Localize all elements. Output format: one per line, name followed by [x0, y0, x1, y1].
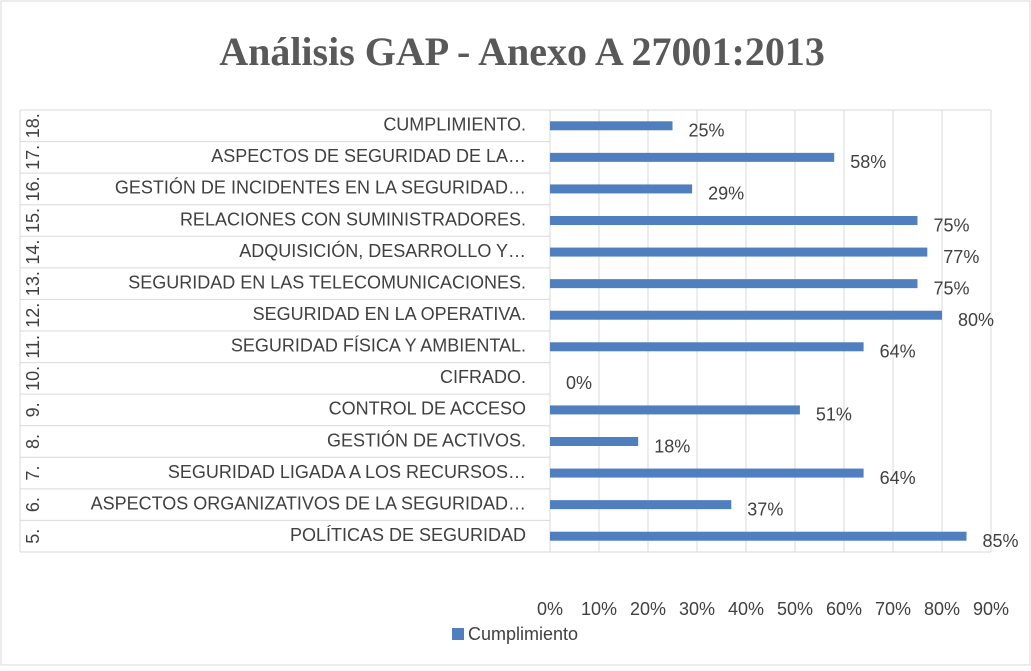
x-tick-label: 30% — [679, 599, 715, 619]
category-group-label: 17. — [23, 145, 43, 170]
data-label: 0% — [566, 373, 592, 393]
x-tick-label: 0% — [537, 599, 563, 619]
y-tick-label: SEGURIDAD FÍSICA Y AMBIENTAL. — [231, 336, 526, 356]
bar — [550, 184, 693, 194]
y-tick-label: POLÍTICAS DE SEGURIDAD — [290, 525, 526, 545]
category-group-label: 9. — [23, 402, 43, 417]
category-group-label: 14. — [23, 240, 43, 265]
x-tick-label: 20% — [630, 599, 666, 619]
bar — [550, 437, 639, 446]
x-tick-label: 80% — [924, 599, 960, 619]
bar — [550, 405, 800, 415]
category-group-label: 7. — [23, 466, 43, 481]
y-tick-label: CONTROL DE ACCESO — [329, 399, 526, 419]
y-tick-label: SEGURIDAD EN LA OPERATIVA. — [253, 304, 526, 324]
bar — [550, 152, 835, 162]
category-group-label: 11. — [23, 335, 43, 359]
data-label: 25% — [689, 121, 725, 141]
x-tick-label: 90% — [973, 599, 1009, 619]
data-label: 18% — [654, 436, 690, 456]
bar — [550, 500, 732, 510]
category-group-label: 12. — [23, 303, 43, 328]
data-label: 29% — [708, 184, 744, 204]
y-tick-label: CUMPLIMIENTO. — [383, 115, 526, 135]
y-tick-label: ASPECTOS DE SEGURIDAD DE LA… — [211, 146, 526, 166]
y-tick-label: GESTIÓN DE INCIDENTES EN LA SEGURIDAD… — [115, 177, 526, 198]
category-group-label: 15. — [23, 208, 43, 233]
x-tick-label: 60% — [826, 599, 862, 619]
data-label: 77% — [943, 247, 979, 267]
category-group-label: 16. — [23, 176, 43, 201]
category-group-label: 8. — [23, 434, 43, 449]
legend-label: Cumplimiento — [468, 624, 578, 644]
chart-title: Análisis GAP - Anexo A 27001:2013 — [219, 29, 825, 74]
bar — [550, 342, 864, 352]
data-label: 51% — [816, 405, 852, 425]
data-label: 64% — [880, 468, 916, 488]
bar — [550, 279, 918, 289]
data-label: 75% — [934, 215, 970, 235]
category-group-label: 10. — [23, 366, 43, 391]
category-group-label: 13. — [23, 271, 43, 296]
y-tick-label: GESTIÓN DE ACTIVOS. — [327, 429, 526, 450]
category-group-label: 6. — [23, 497, 43, 512]
y-tick-label: ADQUISICIÓN, DESARROLLO Y… — [239, 240, 526, 261]
y-tick-label: ASPECTOS ORGANIZATIVOS DE LA SEGURIDAD… — [91, 493, 526, 513]
y-tick-label: SEGURIDAD LIGADA A LOS RECURSOS… — [168, 462, 526, 482]
data-label: 58% — [850, 152, 886, 172]
data-label: 37% — [747, 499, 783, 519]
data-label: 85% — [983, 531, 1019, 551]
x-tick-label: 10% — [581, 599, 617, 619]
bar — [550, 310, 942, 320]
x-tick-label: 40% — [728, 599, 764, 619]
bar — [550, 531, 967, 541]
bar — [550, 468, 864, 478]
x-tick-label: 50% — [777, 599, 813, 619]
y-tick-label: SEGURIDAD EN LAS TELECOMUNICACIONES. — [128, 272, 526, 292]
bar — [550, 216, 918, 225]
data-label: 80% — [958, 310, 994, 330]
data-label: 64% — [880, 342, 916, 362]
x-tick-label: 70% — [875, 599, 911, 619]
y-tick-label: CIFRADO. — [440, 367, 526, 387]
data-label: 75% — [934, 278, 970, 298]
bar — [550, 247, 928, 257]
legend-swatch — [452, 628, 464, 640]
category-group-label: 5. — [23, 529, 43, 544]
bar — [550, 121, 673, 131]
category-group-label: 18. — [23, 113, 43, 138]
y-tick-label: RELACIONES CON SUMINISTRADORES. — [180, 209, 526, 229]
